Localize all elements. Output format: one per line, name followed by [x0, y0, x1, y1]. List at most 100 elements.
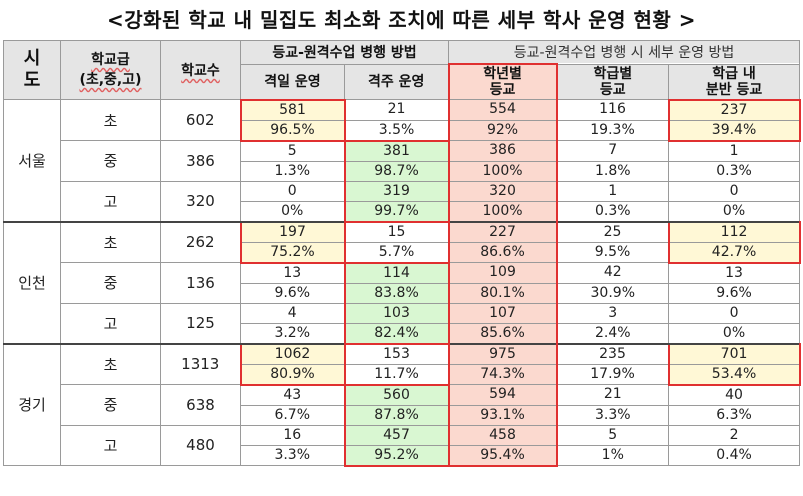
value-count: 0: [668, 180, 801, 202]
value-percent: 95.4%: [447, 444, 558, 467]
value-count: 2: [668, 424, 801, 446]
value-percent: 30.9%: [556, 282, 670, 304]
school-level: 중: [60, 262, 161, 304]
value-count: 21: [343, 99, 450, 121]
value-percent: 0%: [668, 322, 801, 344]
header-col-split-class: 학급 내 분반 등교: [668, 63, 801, 100]
value-percent: 9.5%: [556, 241, 670, 263]
value-percent: 93.1%: [447, 404, 558, 426]
value-percent: 75.2%: [239, 241, 346, 264]
value-count: 457: [343, 424, 450, 446]
header-count: 학교수: [160, 40, 241, 100]
value-percent: 98.7%: [343, 160, 450, 182]
school-count: 386: [160, 140, 241, 182]
value-percent: 83.8%: [343, 282, 450, 304]
table-row: 중 386 5 381 386 7 1: [4, 139, 801, 182]
value-percent: 80.9%: [239, 363, 346, 386]
value-count: 3: [556, 302, 670, 324]
table-row: 서울 초 602 581 21 554 116 237: [3, 98, 801, 222]
value-percent: 85.6%: [447, 322, 558, 344]
value-count: 560: [343, 383, 450, 406]
value-percent: 3.3%: [240, 444, 345, 466]
table-row: 중 638 43 560 594 21 40: [4, 383, 801, 426]
table-header: 시 도 학교급 (초,중,고) 학교수 등교-원격수업 병행 방법 등교-원격수…: [3, 40, 801, 100]
value-count: 5: [240, 140, 345, 162]
value-percent: 1.8%: [556, 160, 670, 182]
value-count: 458: [447, 424, 558, 446]
value-percent: 1.3%: [240, 160, 345, 182]
header-col-alternate-week: 격주 운영: [343, 63, 450, 100]
region-name: 서울: [3, 99, 61, 222]
table-row: 경기 초 1313 1062 153 975 235 701: [3, 342, 801, 466]
value-count: 197: [239, 220, 346, 243]
table-row: 80.9% 11.7% 74.3% 17.9% 53.4%: [4, 363, 801, 386]
value-percent: 2.4%: [556, 322, 670, 344]
table-row: 3.3% 95.2% 95.4% 1% 0.4%: [4, 444, 801, 467]
table-row: 1.3% 98.7% 100% 1.8% 0.3%: [4, 160, 801, 182]
table-row: 75.2% 5.7% 86.6% 9.5% 42.7%: [4, 241, 801, 264]
school-level: 중: [60, 140, 161, 182]
school-count: 320: [160, 180, 241, 222]
table-row: 중 136 13 114 109 42 13: [4, 261, 801, 304]
header-col-by-class: 학급별 등교: [556, 63, 670, 100]
value-percent: 5.7%: [343, 241, 450, 263]
value-count: 16: [240, 424, 345, 446]
value-count: 975: [447, 342, 558, 365]
value-count: 107: [447, 302, 558, 324]
value-count: 42: [556, 262, 670, 284]
value-count: 701: [667, 342, 801, 365]
table-row: 고 480 16 457 458 5 2: [4, 424, 801, 466]
value-percent: 53.4%: [667, 363, 801, 386]
value-percent: 87.8%: [343, 404, 450, 426]
value-percent: 19.3%: [556, 119, 670, 141]
value-count: 320: [447, 180, 558, 202]
school-count: 136: [160, 262, 241, 304]
value-count: 5: [556, 424, 670, 446]
value-percent: 9.6%: [240, 282, 345, 304]
value-percent: 9.6%: [668, 282, 801, 304]
value-count: 235: [556, 342, 670, 365]
value-percent: 42.7%: [667, 241, 801, 264]
value-percent: 95.2%: [343, 444, 450, 467]
value-count: 7: [556, 140, 670, 162]
value-percent: 3.5%: [343, 119, 450, 141]
value-count: 153: [343, 342, 450, 365]
school-level: 초: [60, 342, 161, 385]
school-count: 480: [160, 424, 241, 466]
value-percent: 0.4%: [668, 444, 801, 466]
value-count: 381: [343, 139, 450, 162]
value-count: 1: [556, 180, 670, 202]
school-level: 초: [60, 99, 161, 141]
value-count: 0: [240, 180, 345, 202]
header-group-parallel-method: 등교-원격수업 병행 방법: [239, 40, 450, 65]
value-count: 386: [447, 140, 558, 162]
header-sido: 시 도: [3, 40, 61, 100]
value-percent: 100%: [447, 200, 558, 222]
value-percent: 3.2%: [240, 322, 345, 344]
value-count: 116: [556, 99, 670, 121]
school-count: 602: [160, 99, 241, 141]
table-row: 6.7% 87.8% 93.1% 3.3% 6.3%: [4, 404, 801, 426]
school-count: 125: [160, 302, 241, 344]
value-percent: 6.3%: [668, 404, 801, 426]
value-count: 40: [668, 384, 801, 406]
school-level: 고: [60, 302, 161, 344]
table-row: 인천 초 262 197 15 227 25 112: [3, 220, 801, 344]
value-percent: 99.7%: [343, 200, 450, 223]
value-count: 43: [240, 384, 345, 406]
value-percent: 0.3%: [556, 200, 670, 222]
value-count: 319: [343, 180, 450, 202]
header-group-detail-method: 등교-원격수업 병행 시 세부 운영 방법: [448, 40, 801, 65]
school-count: 638: [160, 384, 241, 426]
value-count: 103: [343, 302, 450, 324]
value-percent: 3.3%: [556, 404, 670, 426]
school-level: 고: [60, 180, 161, 222]
header-level: 학교급 (초,중,고): [60, 40, 161, 100]
value-count: 21: [556, 384, 670, 406]
value-count: 109: [447, 262, 558, 284]
value-count: 237: [667, 98, 801, 121]
value-percent: 0.3%: [668, 160, 801, 182]
value-count: 1062: [239, 342, 346, 365]
value-count: 227: [447, 220, 558, 243]
school-level: 중: [60, 384, 161, 426]
